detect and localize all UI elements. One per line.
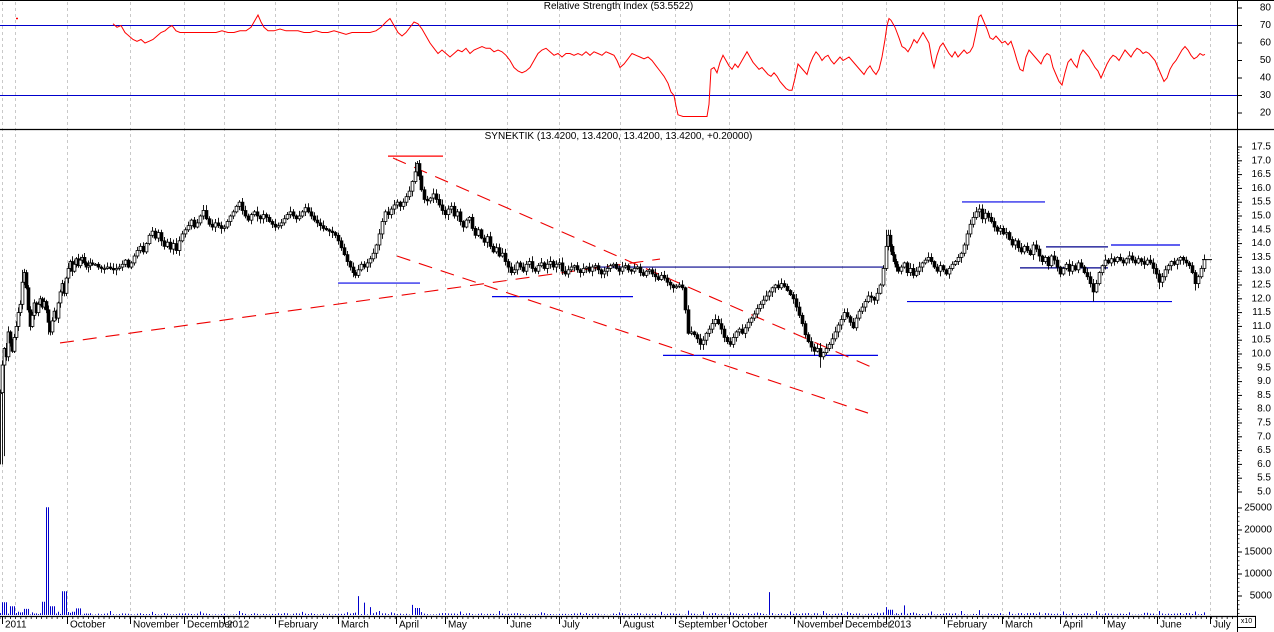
svg-text:5.0: 5.0 — [1257, 487, 1271, 498]
svg-text:May: May — [1107, 620, 1126, 631]
svg-text:April: April — [1063, 620, 1083, 631]
svg-text:20000: 20000 — [1244, 525, 1272, 536]
svg-text:10000: 10000 — [1244, 569, 1272, 580]
volume-unit-label: x10 — [1237, 616, 1256, 628]
svg-text:14.0: 14.0 — [1252, 238, 1272, 249]
svg-text:April: April — [399, 620, 419, 631]
svg-text:30: 30 — [1260, 90, 1272, 101]
svg-text:June: June — [1160, 620, 1182, 631]
svg-text:February: February — [278, 620, 318, 631]
svg-text:20: 20 — [1260, 108, 1272, 119]
svg-text:6.5: 6.5 — [1257, 445, 1271, 456]
svg-text:9.5: 9.5 — [1257, 362, 1271, 373]
svg-text:7.0: 7.0 — [1257, 431, 1271, 442]
svg-text:10.0: 10.0 — [1252, 349, 1272, 360]
svg-text:March: March — [1005, 620, 1033, 631]
svg-text:12.0: 12.0 — [1252, 293, 1272, 304]
svg-text:March: March — [341, 620, 369, 631]
svg-text:11.5: 11.5 — [1252, 307, 1271, 318]
svg-text:June: June — [510, 620, 532, 631]
svg-text:8.5: 8.5 — [1257, 390, 1271, 401]
svg-text:2013: 2013 — [889, 620, 912, 631]
svg-text:15.0: 15.0 — [1252, 211, 1272, 222]
svg-text:7.5: 7.5 — [1257, 418, 1271, 429]
svg-text:11.0: 11.0 — [1252, 321, 1271, 332]
svg-text:15000: 15000 — [1244, 547, 1272, 558]
svg-text:October: October — [732, 620, 768, 631]
svg-text:17.0: 17.0 — [1252, 155, 1272, 166]
svg-text:13.5: 13.5 — [1252, 252, 1272, 263]
svg-text:13.0: 13.0 — [1252, 266, 1272, 277]
svg-text:17.5: 17.5 — [1252, 142, 1272, 153]
svg-text:5000: 5000 — [1250, 591, 1273, 602]
svg-text:80: 80 — [1260, 3, 1272, 14]
svg-text:September: September — [678, 620, 728, 631]
svg-text:December: December — [187, 620, 234, 631]
svg-text:2012: 2012 — [227, 620, 250, 631]
svg-text:5.5: 5.5 — [1257, 473, 1271, 484]
svg-text:February: February — [947, 620, 987, 631]
svg-text:November: November — [797, 620, 844, 631]
svg-text:50: 50 — [1260, 55, 1272, 66]
svg-text:October: October — [70, 620, 106, 631]
svg-text:16.5: 16.5 — [1252, 169, 1272, 180]
svg-text:60: 60 — [1260, 38, 1272, 49]
svg-text:12.5: 12.5 — [1252, 280, 1272, 291]
svg-text:6.0: 6.0 — [1257, 459, 1271, 470]
svg-text:9.0: 9.0 — [1257, 376, 1271, 387]
svg-text:8.0: 8.0 — [1257, 404, 1271, 415]
svg-text:November: November — [133, 620, 180, 631]
svg-text:May: May — [448, 620, 467, 631]
svg-text:July: July — [1213, 620, 1231, 631]
svg-text:15.5: 15.5 — [1252, 197, 1272, 208]
svg-text:December: December — [845, 620, 892, 631]
svg-text:16.0: 16.0 — [1252, 183, 1272, 194]
svg-text:70: 70 — [1260, 20, 1272, 31]
svg-text:August: August — [623, 620, 654, 631]
svg-text:40: 40 — [1260, 73, 1272, 84]
svg-text:14.5: 14.5 — [1252, 224, 1272, 235]
svg-text:10.5: 10.5 — [1252, 335, 1272, 346]
svg-text:25000: 25000 — [1244, 503, 1272, 514]
svg-text:July: July — [562, 620, 580, 631]
svg-text:2011: 2011 — [5, 620, 27, 631]
